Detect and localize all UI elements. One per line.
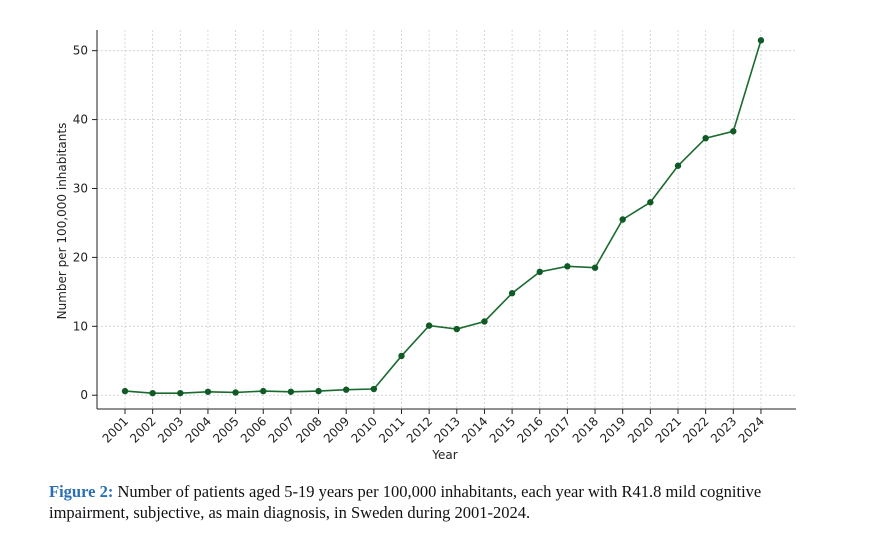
figure-caption: Figure 2: Number of patients aged 5-19 y…	[49, 481, 829, 523]
x-tick-label: 2016	[514, 414, 545, 445]
x-tick-label: 2013	[431, 414, 462, 445]
x-tick-label: 2021	[653, 414, 684, 445]
x-tick-label: 2018	[570, 414, 601, 445]
x-tick-label: 2020	[625, 414, 656, 445]
data-point-2009	[343, 386, 350, 393]
data-point-2008	[315, 387, 322, 395]
data-point-2022	[702, 134, 709, 142]
data-point-2012	[425, 322, 433, 329]
x-tick-label: 2017	[542, 414, 573, 445]
data-point-2001	[121, 387, 129, 395]
x-tick-label: 2023	[708, 414, 739, 445]
x-tick-label: 2008	[293, 414, 324, 445]
data-point-2018	[591, 264, 599, 271]
x-tick-label: 2009	[321, 414, 352, 445]
y-tick-label: 30	[73, 181, 88, 195]
data-point-2006	[260, 387, 267, 395]
data-point-2016	[536, 268, 543, 276]
x-tick-label: 2002	[127, 414, 158, 445]
data-point-2007	[287, 388, 295, 395]
data-point-2004	[204, 388, 212, 395]
x-tick-label: 2015	[487, 414, 518, 445]
data-point-2010	[370, 385, 378, 393]
y-tick-label: 40	[73, 113, 88, 127]
y-axis-title: Number per 100,000 inhabitants	[55, 123, 69, 320]
data-point-2023	[730, 128, 737, 135]
x-tick-label: 2024	[736, 414, 767, 445]
x-tick-label: 2006	[238, 414, 269, 445]
x-tick-label: 2012	[404, 414, 435, 445]
x-tick-label: 2004	[183, 414, 214, 445]
x-tick-label: 2022	[680, 414, 711, 445]
data-point-2011	[398, 352, 405, 360]
data-point-2019	[619, 216, 626, 223]
grid-layer	[97, 30, 796, 409]
y-tick-label: 50	[73, 44, 88, 58]
data-point-2015	[508, 290, 516, 297]
data-point-2021	[674, 162, 682, 169]
y-tick-label: 20	[73, 250, 88, 264]
x-tick-label: 2010	[348, 414, 379, 445]
figure-caption-text: Number of patients aged 5-19 years per 1…	[49, 482, 762, 522]
data-point-2014	[481, 318, 488, 325]
x-tick-label: 2001	[100, 414, 131, 445]
data-point-2020	[647, 199, 654, 206]
ticks-layer: 0102030405020012002200320042005200620072…	[73, 44, 767, 446]
y-tick-label: 10	[73, 319, 88, 333]
line-chart: 0102030405020012002200320042005200620072…	[55, 30, 796, 462]
x-tick-label: 2007	[266, 414, 297, 445]
data-point-2013	[453, 325, 460, 333]
x-tick-label: 2003	[155, 414, 186, 445]
data-point-2024	[757, 37, 765, 44]
x-axis-title: Year	[431, 448, 457, 462]
x-tick-label: 2014	[459, 414, 490, 445]
x-tick-label: 2005	[210, 414, 241, 445]
data-point-2003	[177, 389, 184, 397]
data-point-2002	[149, 389, 156, 397]
x-tick-label: 2019	[597, 414, 628, 445]
series-line	[124, 40, 762, 394]
series-layer	[121, 37, 765, 397]
x-tick-label: 2011	[376, 414, 407, 445]
data-point-2005	[232, 389, 239, 396]
figure-caption-label: Figure 2:	[49, 482, 114, 501]
y-tick-label: 0	[80, 388, 88, 402]
data-point-2017	[564, 263, 571, 270]
